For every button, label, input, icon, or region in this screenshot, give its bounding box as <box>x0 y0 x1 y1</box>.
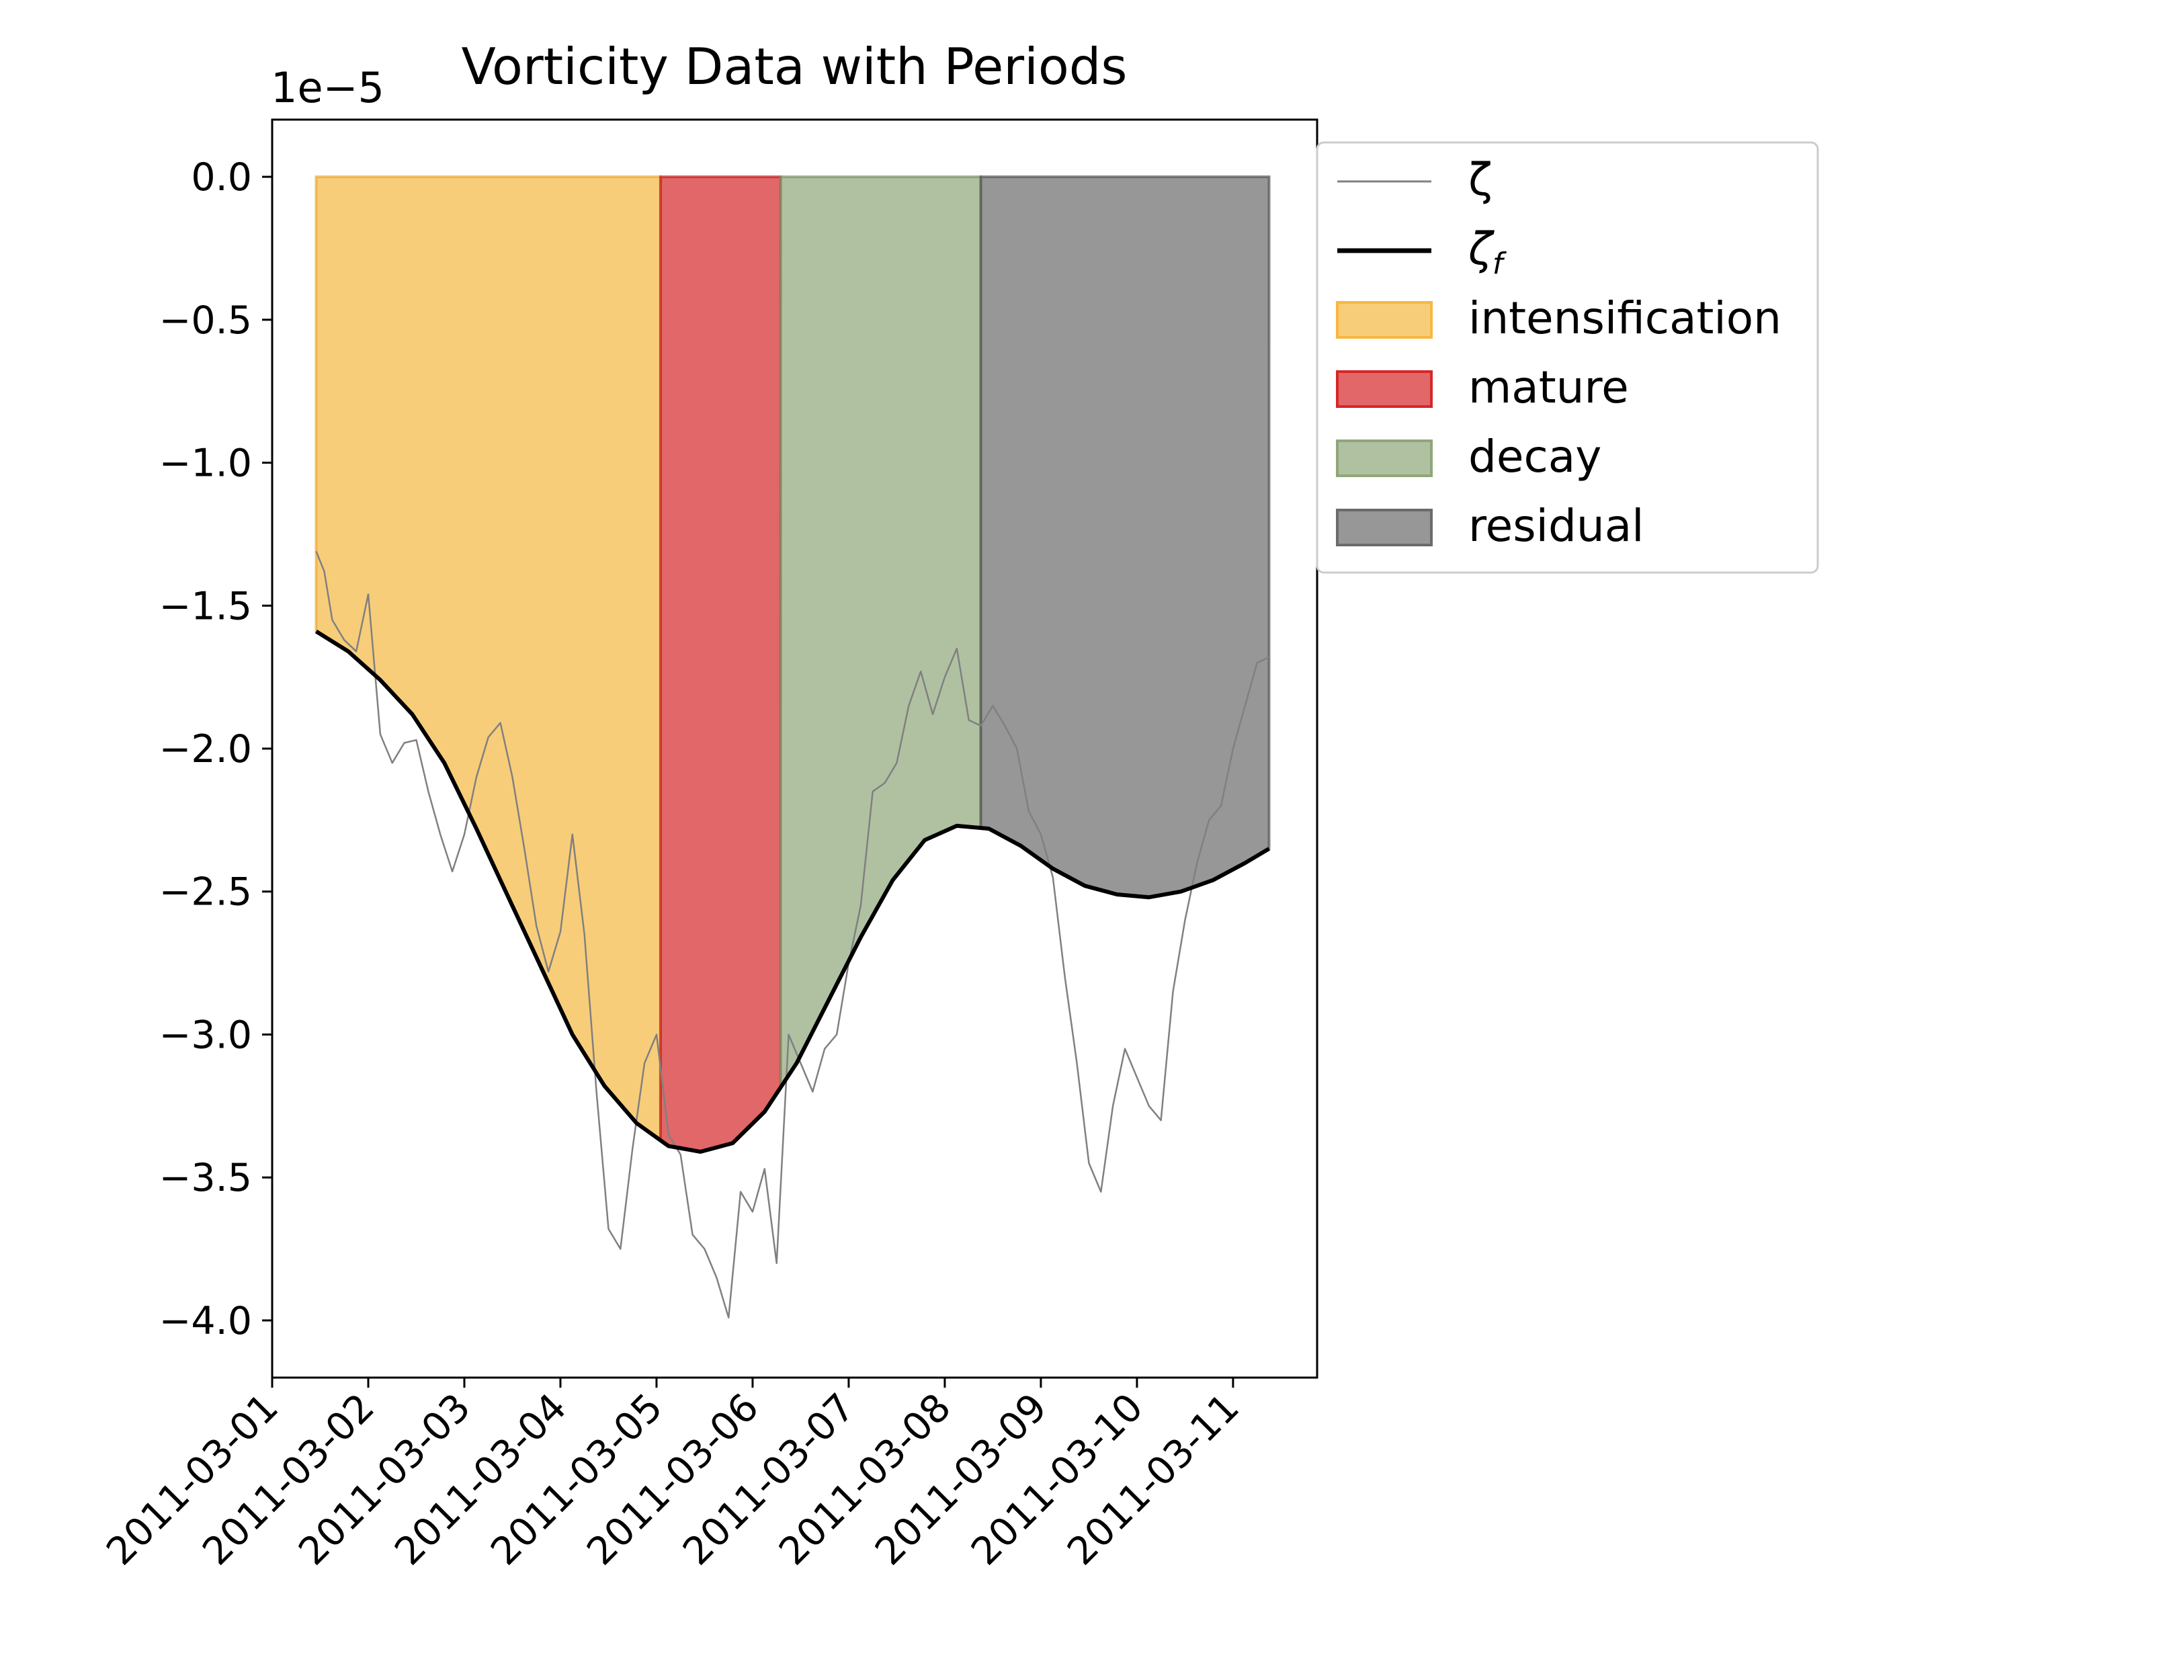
legend-box <box>1316 141 1819 574</box>
legend-entry: mature <box>1336 362 1629 413</box>
y-tick-label: −1.5 <box>159 584 252 628</box>
y-tick-label: −4.0 <box>159 1299 252 1343</box>
legend-label: ζ <box>1468 154 1493 206</box>
y-tick-label: −1.0 <box>159 442 252 486</box>
legend-patch-icon <box>1336 370 1433 408</box>
legend-label: decay <box>1468 431 1601 482</box>
legend-label: mature <box>1468 362 1629 413</box>
y-tick-label: 0.0 <box>191 155 252 200</box>
y-axis-offset-text: 1e−5 <box>271 63 384 112</box>
y-axis-ticks: 0.0 −0.5 −1.0 −1.5 −2.0 −2.5 −3.0 −3.5 −4.0 <box>159 155 272 1343</box>
legend-label: residual <box>1468 500 1644 552</box>
zeta-filtered-line <box>314 630 1271 1154</box>
series-lines <box>314 550 1271 1318</box>
legend-patch-icon <box>1336 439 1433 477</box>
legend-entry: intensification <box>1336 292 1781 344</box>
legend-patch-icon <box>1336 509 1433 546</box>
chart-title: Vorticity Data with Periods <box>462 37 1128 96</box>
y-tick-label: −2.5 <box>159 870 252 915</box>
legend-entry: ζ <box>1337 154 1493 206</box>
legend-entry: decay <box>1336 431 1601 482</box>
y-tick-label: −0.5 <box>159 298 252 343</box>
legend-entry: residual <box>1336 500 1644 552</box>
period-band-mature <box>659 175 782 1153</box>
y-tick-label: −3.0 <box>159 1013 252 1057</box>
y-tick-label: −2.0 <box>159 727 252 771</box>
legend-patch-icon <box>1336 301 1433 339</box>
y-tick-label: −3.5 <box>159 1156 252 1200</box>
legend-label: intensification <box>1468 292 1781 344</box>
